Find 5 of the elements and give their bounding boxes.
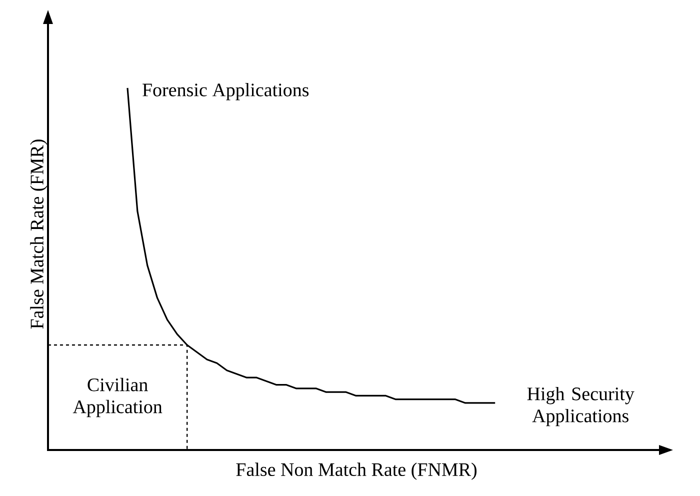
annotation: Forensic Applications (142, 83, 309, 100)
annotation: High Security Applications (527, 386, 634, 426)
y-axis-title: False Match Rate (FMR) (30, 140, 48, 329)
annotation: Civilian Application (72, 378, 162, 418)
x-axis-title: False Non Match Rate (FNMR) (236, 462, 476, 480)
